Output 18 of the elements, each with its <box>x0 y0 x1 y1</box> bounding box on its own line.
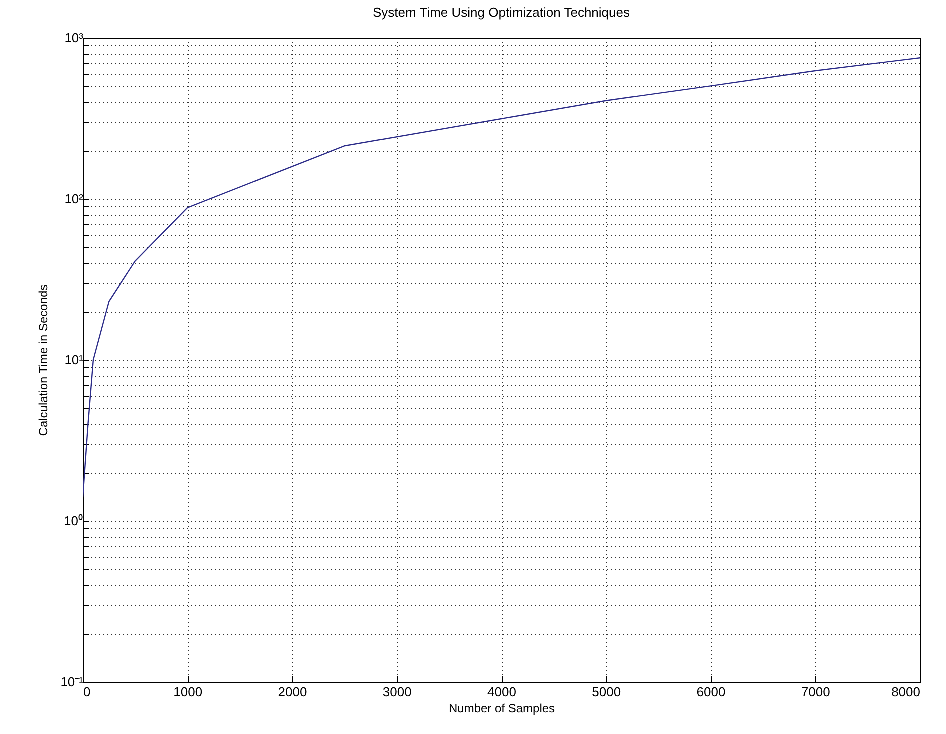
x-tick-label: 7000 <box>801 684 830 700</box>
x-tick-label: 4000 <box>488 684 516 700</box>
x-tick-label: 8000 <box>892 684 920 700</box>
y-tick-label: 10⁻¹ <box>60 674 84 690</box>
x-tick-label: 3000 <box>382 684 412 700</box>
y-tick-label: 10¹ <box>64 352 84 368</box>
y-axis-title: Calculation Time in Seconds <box>36 284 51 436</box>
x-axis-title: Number of Samples <box>448 702 556 716</box>
x-tick-label: 0 <box>84 684 91 700</box>
y-tick-label: 10⁰ <box>64 514 84 528</box>
x-tick-label: 1000 <box>174 684 203 700</box>
y-tick-label: 10³ <box>64 30 84 46</box>
line-series <box>83 58 920 498</box>
y-tick-label: 10² <box>64 192 84 206</box>
x-tick-label: 5000 <box>592 684 622 700</box>
x-tick-label: 6000 <box>696 684 726 700</box>
x-tick-label: 2000 <box>278 684 308 700</box>
chart-title: System Time Using Optimization Techniques <box>373 5 630 20</box>
